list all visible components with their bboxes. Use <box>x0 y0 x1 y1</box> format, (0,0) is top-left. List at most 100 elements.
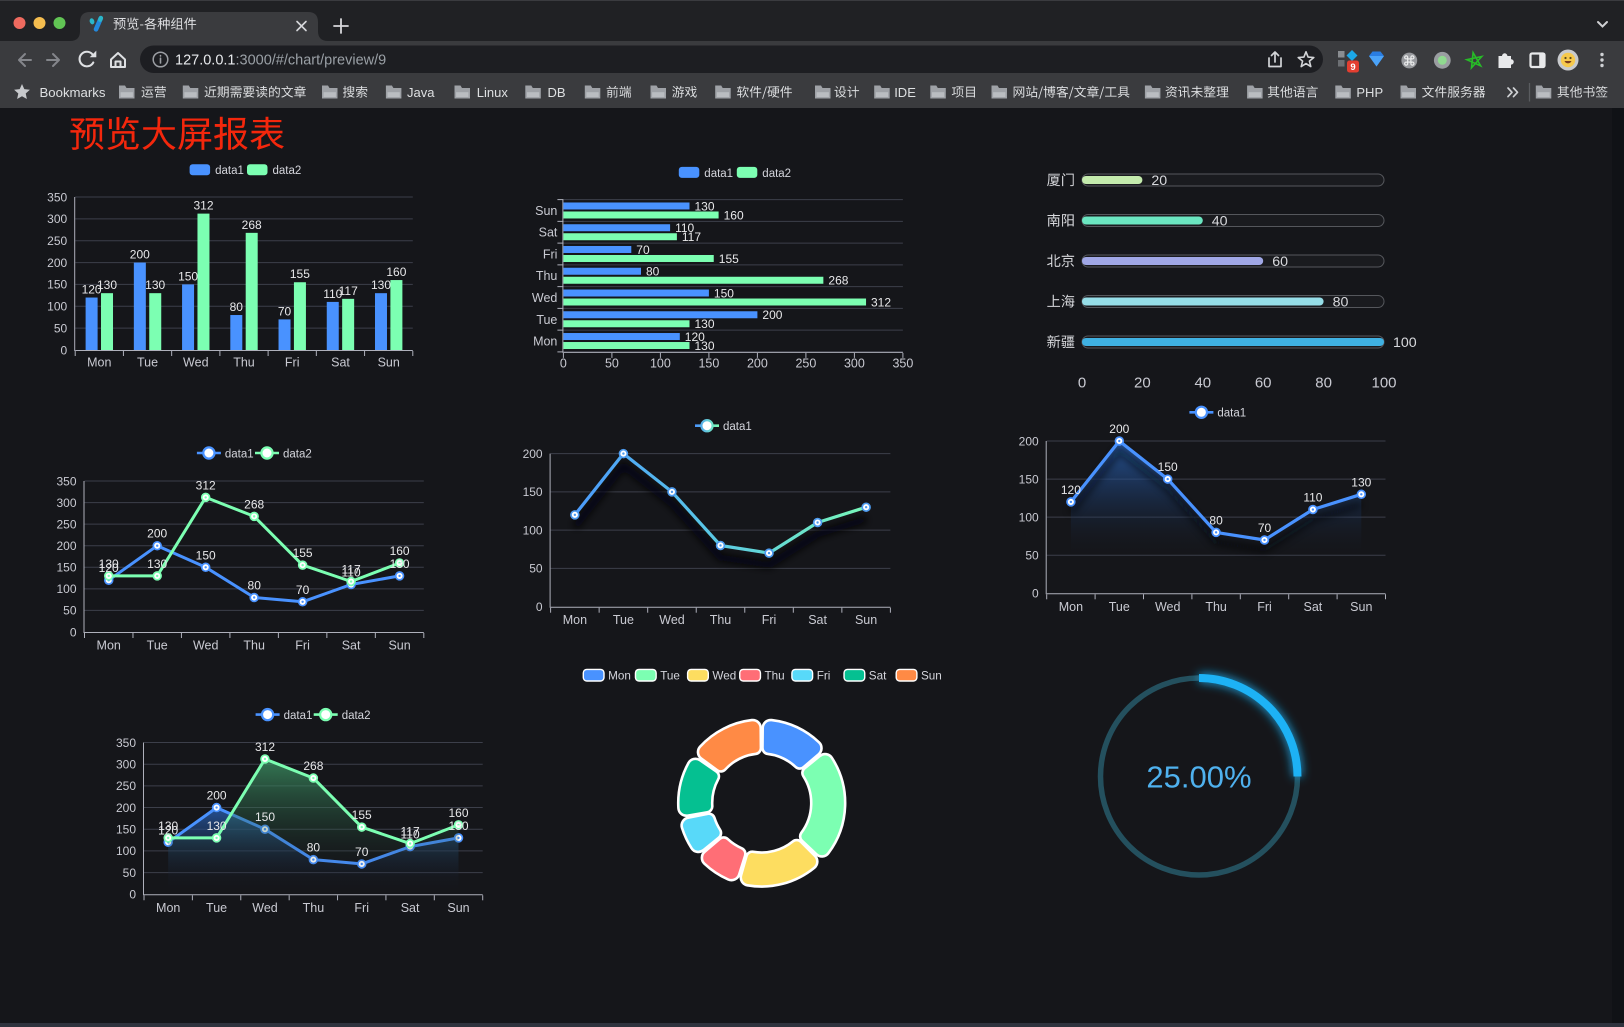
svg-text:Tue: Tue <box>1109 600 1130 614</box>
svg-text:110: 110 <box>675 221 694 235</box>
svg-text:Wed: Wed <box>183 356 209 370</box>
svg-text:200: 200 <box>116 801 136 815</box>
svg-text:Mon: Mon <box>97 639 121 653</box>
svg-text:150: 150 <box>255 810 275 824</box>
svg-text:100: 100 <box>56 582 76 596</box>
svg-text:data2: data2 <box>762 168 791 180</box>
svg-text:117: 117 <box>342 563 361 577</box>
svg-text:0: 0 <box>129 888 136 902</box>
svg-text:Tue: Tue <box>660 670 680 683</box>
svg-text:DB: DB <box>548 85 566 100</box>
svg-text:100: 100 <box>1019 510 1039 524</box>
svg-text:312: 312 <box>255 740 275 754</box>
svg-text:312: 312 <box>196 478 216 492</box>
svg-text:155: 155 <box>352 808 372 822</box>
svg-text:160: 160 <box>386 265 406 279</box>
svg-text:300: 300 <box>844 356 865 370</box>
svg-text:200: 200 <box>56 539 76 553</box>
svg-text:80: 80 <box>307 841 321 855</box>
svg-text:Mon: Mon <box>608 670 631 683</box>
svg-text:70: 70 <box>355 845 369 859</box>
svg-text:Tue: Tue <box>147 639 168 653</box>
svg-text:300: 300 <box>56 496 76 510</box>
svg-text:Sun: Sun <box>388 639 410 653</box>
svg-text:100: 100 <box>1371 375 1396 392</box>
svg-text:data1: data1 <box>215 165 244 177</box>
svg-text:120: 120 <box>158 823 178 837</box>
svg-text:100: 100 <box>1393 335 1417 351</box>
svg-text:150: 150 <box>47 278 67 292</box>
svg-text:0: 0 <box>1078 375 1086 392</box>
svg-text:Tue: Tue <box>137 356 158 370</box>
svg-text:70: 70 <box>278 304 292 318</box>
svg-text:50: 50 <box>63 604 77 618</box>
svg-text:130: 130 <box>695 199 715 213</box>
svg-text:Linux: Linux <box>477 85 509 100</box>
svg-text:60: 60 <box>1272 254 1288 270</box>
svg-text:80: 80 <box>1333 295 1349 311</box>
svg-text:200: 200 <box>47 256 67 270</box>
svg-text:350: 350 <box>116 736 136 750</box>
svg-text:120: 120 <box>99 561 119 575</box>
svg-text:Sat: Sat <box>808 613 827 627</box>
svg-text:70: 70 <box>636 243 650 257</box>
svg-text:200: 200 <box>130 248 150 262</box>
svg-text:160: 160 <box>390 544 410 558</box>
svg-text:150: 150 <box>1158 460 1178 474</box>
svg-text:Mon: Mon <box>1059 600 1083 614</box>
svg-text:Wed: Wed <box>712 670 736 683</box>
svg-text:200: 200 <box>523 447 543 461</box>
svg-text:IDE: IDE <box>894 85 916 100</box>
svg-text:120: 120 <box>1061 483 1081 497</box>
svg-text:80: 80 <box>248 579 262 593</box>
svg-text:Wed: Wed <box>659 613 685 627</box>
svg-text:Thu: Thu <box>1205 600 1227 614</box>
svg-text:130: 130 <box>147 557 167 571</box>
svg-text:130: 130 <box>390 557 410 571</box>
svg-text:Thu: Thu <box>765 670 785 683</box>
svg-text:80: 80 <box>646 265 660 279</box>
svg-text:70: 70 <box>296 583 310 597</box>
svg-text:250: 250 <box>116 779 136 793</box>
svg-text:Thu: Thu <box>303 901 325 915</box>
svg-text:250: 250 <box>47 234 67 248</box>
svg-text:155: 155 <box>719 252 739 266</box>
svg-text:Fri: Fri <box>295 639 310 653</box>
svg-text:data2: data2 <box>273 165 302 177</box>
svg-text:200: 200 <box>762 308 782 322</box>
svg-text:300: 300 <box>47 212 67 226</box>
svg-text:110: 110 <box>1303 491 1322 505</box>
svg-text:268: 268 <box>828 274 848 288</box>
svg-text:data1: data1 <box>704 168 733 180</box>
svg-text:Fri: Fri <box>762 613 777 627</box>
svg-text:130: 130 <box>99 557 119 571</box>
svg-text:data1: data1 <box>723 421 752 433</box>
svg-text:Thu: Thu <box>536 269 558 283</box>
svg-text:312: 312 <box>193 199 213 213</box>
svg-text:100: 100 <box>47 300 67 314</box>
svg-text:Fri: Fri <box>354 901 369 915</box>
svg-text:100: 100 <box>523 524 543 538</box>
svg-text:Sat: Sat <box>401 901 420 915</box>
svg-text:Mon: Mon <box>533 335 557 349</box>
svg-text:Sun: Sun <box>921 670 942 683</box>
svg-text:117: 117 <box>682 230 701 244</box>
svg-text:60: 60 <box>1255 375 1272 392</box>
svg-text:data2: data2 <box>342 710 371 722</box>
svg-text:110: 110 <box>342 566 361 580</box>
svg-text:160: 160 <box>448 806 468 820</box>
svg-text:155: 155 <box>293 546 313 560</box>
svg-text:110: 110 <box>401 828 420 842</box>
svg-text:150: 150 <box>116 823 136 837</box>
svg-text:130: 130 <box>695 317 715 331</box>
svg-text:Sun: Sun <box>535 204 557 218</box>
svg-text:Thu: Thu <box>233 356 255 370</box>
svg-text:Mon: Mon <box>563 613 587 627</box>
svg-text:300: 300 <box>116 758 136 772</box>
svg-text:130: 130 <box>371 278 391 292</box>
svg-text:0: 0 <box>1032 587 1039 601</box>
svg-text:150: 150 <box>196 548 216 562</box>
svg-text:50: 50 <box>1025 549 1039 563</box>
svg-text:350: 350 <box>892 356 913 370</box>
svg-text:117: 117 <box>401 825 420 839</box>
